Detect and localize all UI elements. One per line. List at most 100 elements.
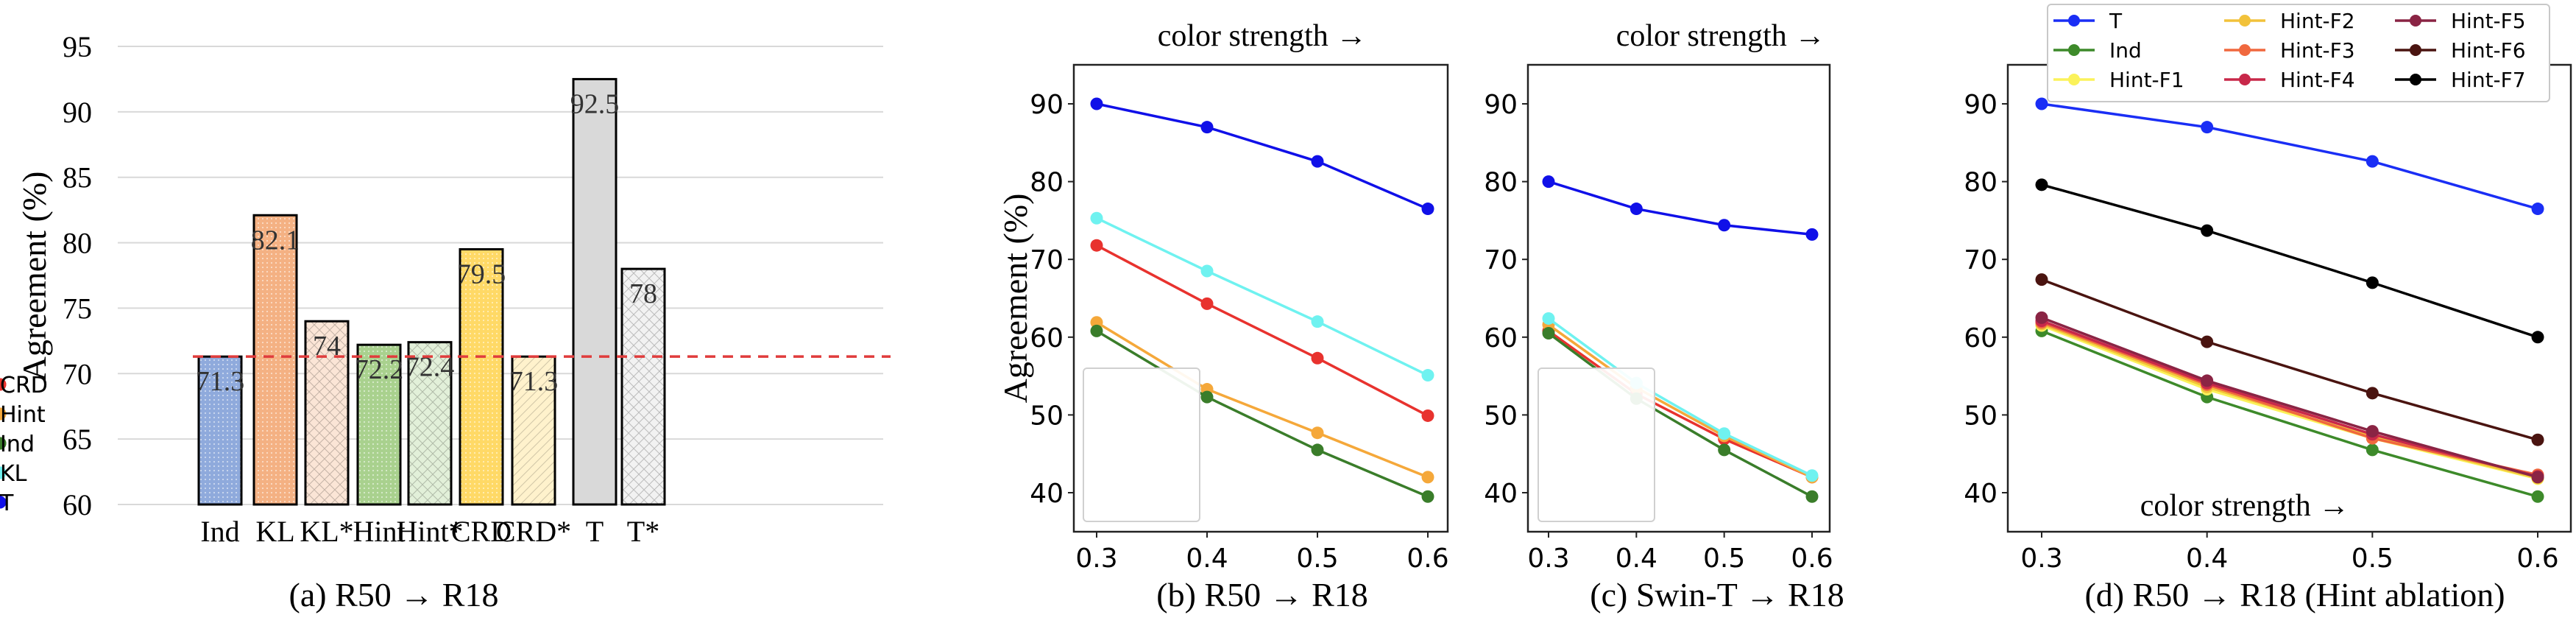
d-point [2366, 276, 2379, 289]
d-legend-swatch-marker [2239, 74, 2251, 85]
c-legend-item: Ind [0, 432, 35, 457]
b-y-axis-label: Agreement (%) [997, 194, 1034, 404]
a-y-tick-label: 65 [63, 423, 92, 456]
d-x-tick-label: 0.5 [2352, 544, 2393, 574]
a-bar-pattern [199, 356, 241, 504]
a-x-tick-label: KL* [300, 515, 353, 548]
d-series-hint-f3 [2035, 316, 2544, 482]
c-x-tick-label: 0.6 [1791, 544, 1833, 574]
b-legend-label: T [0, 490, 14, 516]
b-line-crd [1096, 244, 1429, 418]
a-bar-pattern [408, 342, 451, 504]
a-y-tick-label: 60 [63, 488, 92, 521]
c-legend-label: Ind [0, 432, 35, 457]
a-bar-pattern [512, 356, 555, 504]
d-plot-area: 40 50 60 70 80 90 0.3 0.4 0.5 0.6 T Ind Hint-F1 Hint-… [1964, 4, 2572, 574]
d-legend-label: T [2109, 9, 2123, 33]
a-bar-outline [304, 320, 350, 506]
d-line-ind [2041, 329, 2538, 498]
b-legend-label: CRD [0, 373, 48, 398]
d-legend-item: Hint-F4 [2224, 68, 2355, 92]
c-top-label: color strength → [1616, 19, 1826, 53]
d-point [2366, 387, 2379, 400]
d-legend-label: Hint-F5 [2451, 9, 2526, 33]
d-point [2366, 155, 2379, 168]
c-legend-swatch-marker [0, 407, 7, 421]
b-series-t [1090, 97, 1434, 216]
b-top-label: color strength → [1158, 19, 1367, 53]
d-legend-swatch-marker [2410, 74, 2421, 85]
c-legend-swatch-marker [0, 496, 7, 509]
d-point [2366, 425, 2379, 438]
c-point [1805, 228, 1819, 241]
c-legend-item: CRD [0, 373, 48, 398]
c-y-tick-label: 80 [1484, 168, 1518, 198]
d-legend-swatch-marker [2239, 44, 2251, 56]
a-bar-outline [252, 214, 298, 506]
a-bar-group: 74 [304, 320, 350, 506]
a-x-tick-label: Hint [353, 515, 405, 548]
a-bar [573, 79, 616, 504]
d-caption: (d) R50 → R18 (Hint ablation) [2084, 576, 2505, 613]
a-bar-value-label: 92.5 [570, 88, 620, 119]
d-legend-item: Hint-F1 [2053, 68, 2184, 92]
d-x-tick-label: 0.4 [2186, 544, 2228, 574]
b-plot-area: 40 50 60 70 80 90 0.3 0.4 0.5 0.6 CRD Hint Ind KL T [0, 63, 1449, 574]
d-series-hint-f5 [2035, 311, 2544, 484]
b-point [1200, 390, 1214, 404]
b-caption: (b) R50 → R18 [1156, 576, 1368, 613]
c-legend-swatch-marker [0, 466, 7, 479]
d-point [2201, 335, 2214, 348]
b-line-t [1096, 102, 1429, 211]
d-line-t [2041, 102, 2538, 211]
b-axes-frame [1072, 63, 1449, 533]
b-point [1200, 121, 1214, 134]
a-y-tick-label: 80 [63, 227, 92, 260]
d-line-hint-f7 [2041, 183, 2538, 339]
c-y-tick-label: 50 [1484, 401, 1518, 431]
c-caption: (c) Swin-T → R18 [1590, 576, 1844, 613]
d-point [2201, 374, 2214, 387]
b-legend-label: Hint [0, 402, 46, 428]
c-y-tick-label: 90 [1484, 90, 1518, 120]
b-point [1090, 239, 1103, 252]
d-point [2201, 121, 2214, 134]
d-legend-item: Hint-F3 [2224, 38, 2355, 63]
b-y-tick-label: 60 [1030, 323, 1064, 354]
d-y-tick-label: 50 [1964, 401, 1998, 431]
a-x-tick-label: KL [255, 515, 294, 548]
a-x-tick-label: T* [627, 515, 659, 548]
b-x-tick-label: 0.4 [1186, 544, 1228, 574]
a-bar-outline [459, 247, 504, 506]
d-legend-label: Hint-F4 [2280, 68, 2355, 92]
d-legend-label: Hint-F7 [2451, 68, 2526, 92]
b-x-tick-label: 0.5 [1296, 544, 1338, 574]
b-legend-box [1083, 367, 1200, 522]
b-x-tick-label: 0.6 [1406, 544, 1448, 574]
b-point [1200, 297, 1214, 310]
d-legend-label: Hint-F1 [2109, 68, 2184, 92]
c-line-t [1548, 180, 1813, 236]
b-x-tick-label: 0.3 [1075, 544, 1117, 574]
d-y-tick-label: 70 [1964, 245, 1998, 275]
c-legend-item: Hint [0, 402, 46, 428]
c-legend-label: KL [0, 461, 27, 487]
a-bar-group: 71.3 [509, 355, 558, 506]
a-bar-value-label: 71.3 [196, 366, 245, 397]
d-series-hint-f6 [2035, 273, 2544, 446]
c-legend-label: Hint [0, 402, 46, 428]
a-bar-outline [407, 341, 453, 506]
a-bar-outline [620, 267, 666, 506]
b-point [1311, 315, 1324, 328]
c-legend-label: CRD [0, 373, 48, 398]
b-point [1090, 97, 1103, 110]
c-point [1718, 219, 1731, 232]
c-series-t [1542, 175, 1819, 241]
d-point [2035, 311, 2048, 324]
c-legend-box [1538, 367, 1655, 522]
c-point [1542, 175, 1555, 189]
d-legend-swatch-marker [2068, 44, 2080, 56]
d-legend-item: Hint-F6 [2395, 38, 2526, 63]
panel-b-line-chart: color strength → Agreement (%) 40 50 60 70 8… [0, 19, 1449, 613]
b-point [1311, 426, 1324, 440]
